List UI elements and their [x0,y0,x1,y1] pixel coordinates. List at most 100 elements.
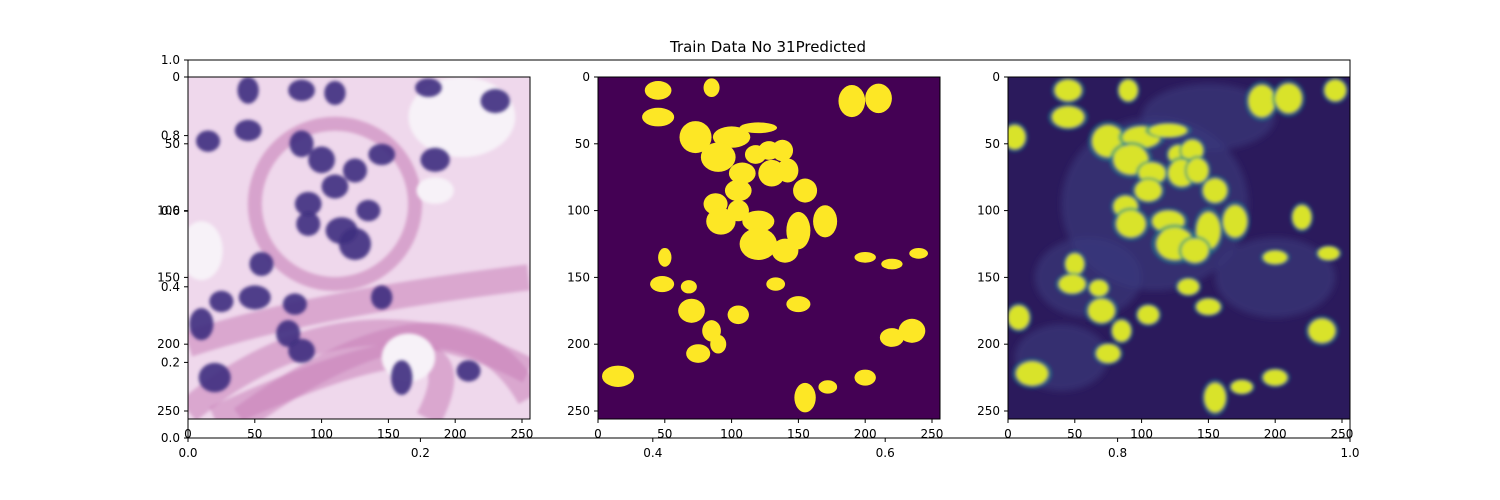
histology-nuclei [189,77,510,395]
mask-blob [786,211,811,250]
nucleus [237,77,259,104]
background-y-ticks: 0.0 0.2 0.4 0.6 0.8 1.0 [161,53,188,445]
predicted-x-tick-label: 50 [1067,427,1082,441]
ground-truth-nuclei [602,78,928,413]
prediction-blob [1263,369,1288,386]
nucleus [324,81,346,106]
mask-blob [679,121,712,154]
background-x-tick-label: 0.0 [178,446,197,460]
nucleus [249,252,274,277]
texture-region [1215,237,1336,318]
prediction-blob [1223,205,1248,238]
background-y-tick-label: 0.0 [161,431,180,445]
mask-blob [658,248,672,267]
predicted-y-tick-label: 250 [977,404,1000,418]
prediction-blob [1177,278,1200,295]
predicted-y-tick-label: 150 [977,270,1000,284]
ground-truth-frame [597,76,941,420]
histology-x-tick-label: 100 [310,427,333,441]
mask-blob [813,205,838,238]
predicted-x-tick-label: 100 [1130,427,1153,441]
histology-frame [187,76,531,420]
nucleus [391,360,413,395]
prediction-blob [1008,305,1030,330]
background-x-tick-label: 0.8 [1108,446,1127,460]
ground-truth-ticks: 0 50 100 150 200 250 0 50 100 150 200 250 [567,70,943,441]
mask-blob [818,380,838,394]
ground-truth-y-tick-label: 100 [567,204,590,218]
histology-y-tick-label: 150 [157,270,180,284]
nucleus [238,285,271,310]
prediction-blob [1248,85,1276,118]
mask-blob [680,280,697,294]
background-x-tick-label: 1.0 [1340,446,1359,460]
predicted-x-tick-label: 250 [1331,427,1354,441]
histology-x-tick-label: 250 [511,427,534,441]
ground-truth-panel: 0 50 100 150 200 250 0 50 100 150 200 250 [567,70,943,441]
stroma-band [188,264,530,357]
nucleus [415,78,442,98]
background-x-tick-label: 0.4 [643,446,662,460]
prediction-blob [1137,305,1159,325]
nucleus [276,320,301,347]
mask-blob [898,318,926,343]
predicted-x-tick-label: 150 [1197,427,1220,441]
background-y-tick-label: 0.2 [161,355,180,369]
background-y-tick-label: 0.8 [161,129,180,143]
mask-blob [602,365,635,387]
prediction-blob [1058,274,1086,294]
nucleus [308,146,335,174]
mask-blob [739,227,778,261]
histology-y-tick-label: 0 [172,70,180,84]
prediction-blob [1203,178,1228,203]
prediction-blob [1065,253,1085,275]
figure-title: Train Data No 31Predicted [669,38,866,56]
ground-truth-x-tick-label: 50 [657,427,672,441]
prediction-blob [1052,106,1085,128]
mask-blob [794,382,816,413]
predicted-x-tick-label: 200 [1264,427,1287,441]
mask-blob [881,258,903,270]
histology-lumens [188,77,516,382]
histology-y-tick-label: 50 [165,137,180,151]
prediction-blob [1149,123,1188,138]
prediction-blob [1008,125,1026,150]
mask-blob [706,207,736,235]
mask-blob [642,107,675,127]
nucleus [371,285,393,310]
prediction-blob [1016,361,1049,386]
mask-blob [739,122,778,134]
mask-blob [700,142,736,172]
nucleus [321,174,349,199]
mask-blob [710,334,727,354]
ground-truth-y-tick-label: 250 [567,404,590,418]
histology-x-tick-label: 0 [184,427,192,441]
ground-truth-y-tick-label: 50 [575,137,590,151]
prediction-blob [1089,280,1109,297]
texture-region [1034,237,1142,318]
background-x-tick-label: 0.6 [876,446,895,460]
histology-y-tick-label: 200 [157,337,180,351]
mask-blob [712,126,751,148]
mask-blob [727,305,749,325]
mask-blob [766,277,786,291]
prediction-blob [1292,205,1312,230]
mask-blob [777,158,799,183]
mask-blob [724,179,752,202]
nucleus [342,158,368,183]
prediction-blob [1324,79,1346,102]
mask-blob [771,139,794,162]
predicted-y-tick-label: 100 [977,204,1000,218]
background-y-tick-label: 0.4 [161,280,180,294]
mask-blob [644,81,672,100]
mask-blob [703,78,720,98]
prediction-blob [1231,380,1253,394]
prediction-blob [1187,158,1209,183]
histology-y-tick-label: 100 [157,204,180,218]
predicted-frame [1007,76,1351,420]
nucleus [282,293,307,315]
background-x-ticks: 0.0 0.2 0.4 0.6 0.8 1.0 [178,438,1360,460]
background-axes: 0.0 0.2 0.4 0.6 0.8 1.0 0.0 0.2 0.4 0.6 0.8 1.0 [161,53,1360,460]
mask-blob [742,210,775,232]
predicted-panel: 0 50 100 150 200 250 0 50 100 150 200 250 [977,70,1353,441]
